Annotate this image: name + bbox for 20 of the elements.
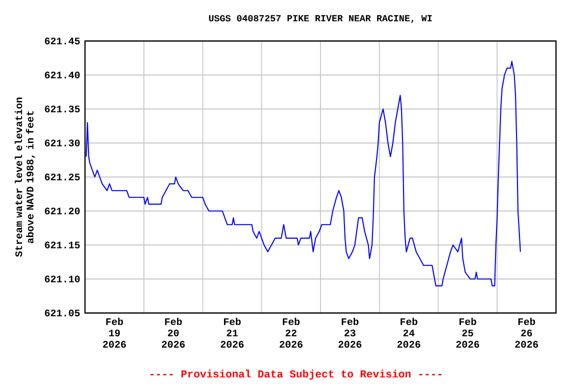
x-tick-label: Feb 23 2026 (338, 318, 362, 348)
text: ---- Provisional Data Subject to Revision ---- (150, 370, 442, 380)
y-tick-label: 621.45 (44, 38, 80, 44)
x-tick-label: Feb 26 2026 (515, 318, 538, 348)
y-tick-label: 621.30 (44, 140, 80, 146)
y-tick-label: 621.05 (44, 310, 80, 316)
x-tick-label: Feb 21 2026 (220, 318, 244, 348)
y-tick-label: 621.35 (44, 106, 80, 112)
x-tick-label: Feb 22 2026 (280, 318, 302, 348)
y-tick-label: 621.40 (44, 72, 80, 78)
y-tick-label: 621.25 (44, 174, 80, 180)
y-tick-label: 621.15 (44, 242, 80, 248)
y-tick-label: 621.10 (44, 276, 80, 282)
x-tick-label: Feb 20 2026 (162, 318, 185, 348)
x-tick-label: Feb 25 2026 (456, 318, 480, 348)
chart-title: USGS 04087257 PIKE RIVER NEAR RACINE, WI (209, 15, 432, 23)
y-axis-title: Stream water level elevation above NAVD 1988, in feet (14, 98, 36, 257)
x-tick-label: Feb 19 2026 (103, 318, 126, 348)
x-tick-label: Feb 24 2026 (397, 318, 420, 348)
y-tick-label: 621.20 (44, 208, 80, 214)
